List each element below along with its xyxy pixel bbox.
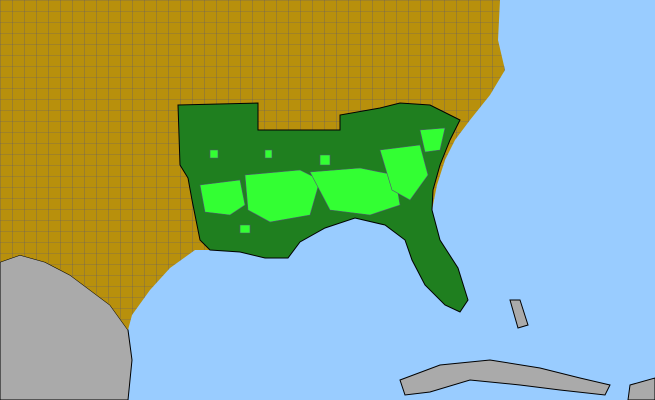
cuba-land	[399, 359, 611, 396]
bahamas-island	[627, 377, 655, 400]
bahamas-island	[509, 299, 529, 329]
highlighted-counties	[199, 127, 446, 234]
